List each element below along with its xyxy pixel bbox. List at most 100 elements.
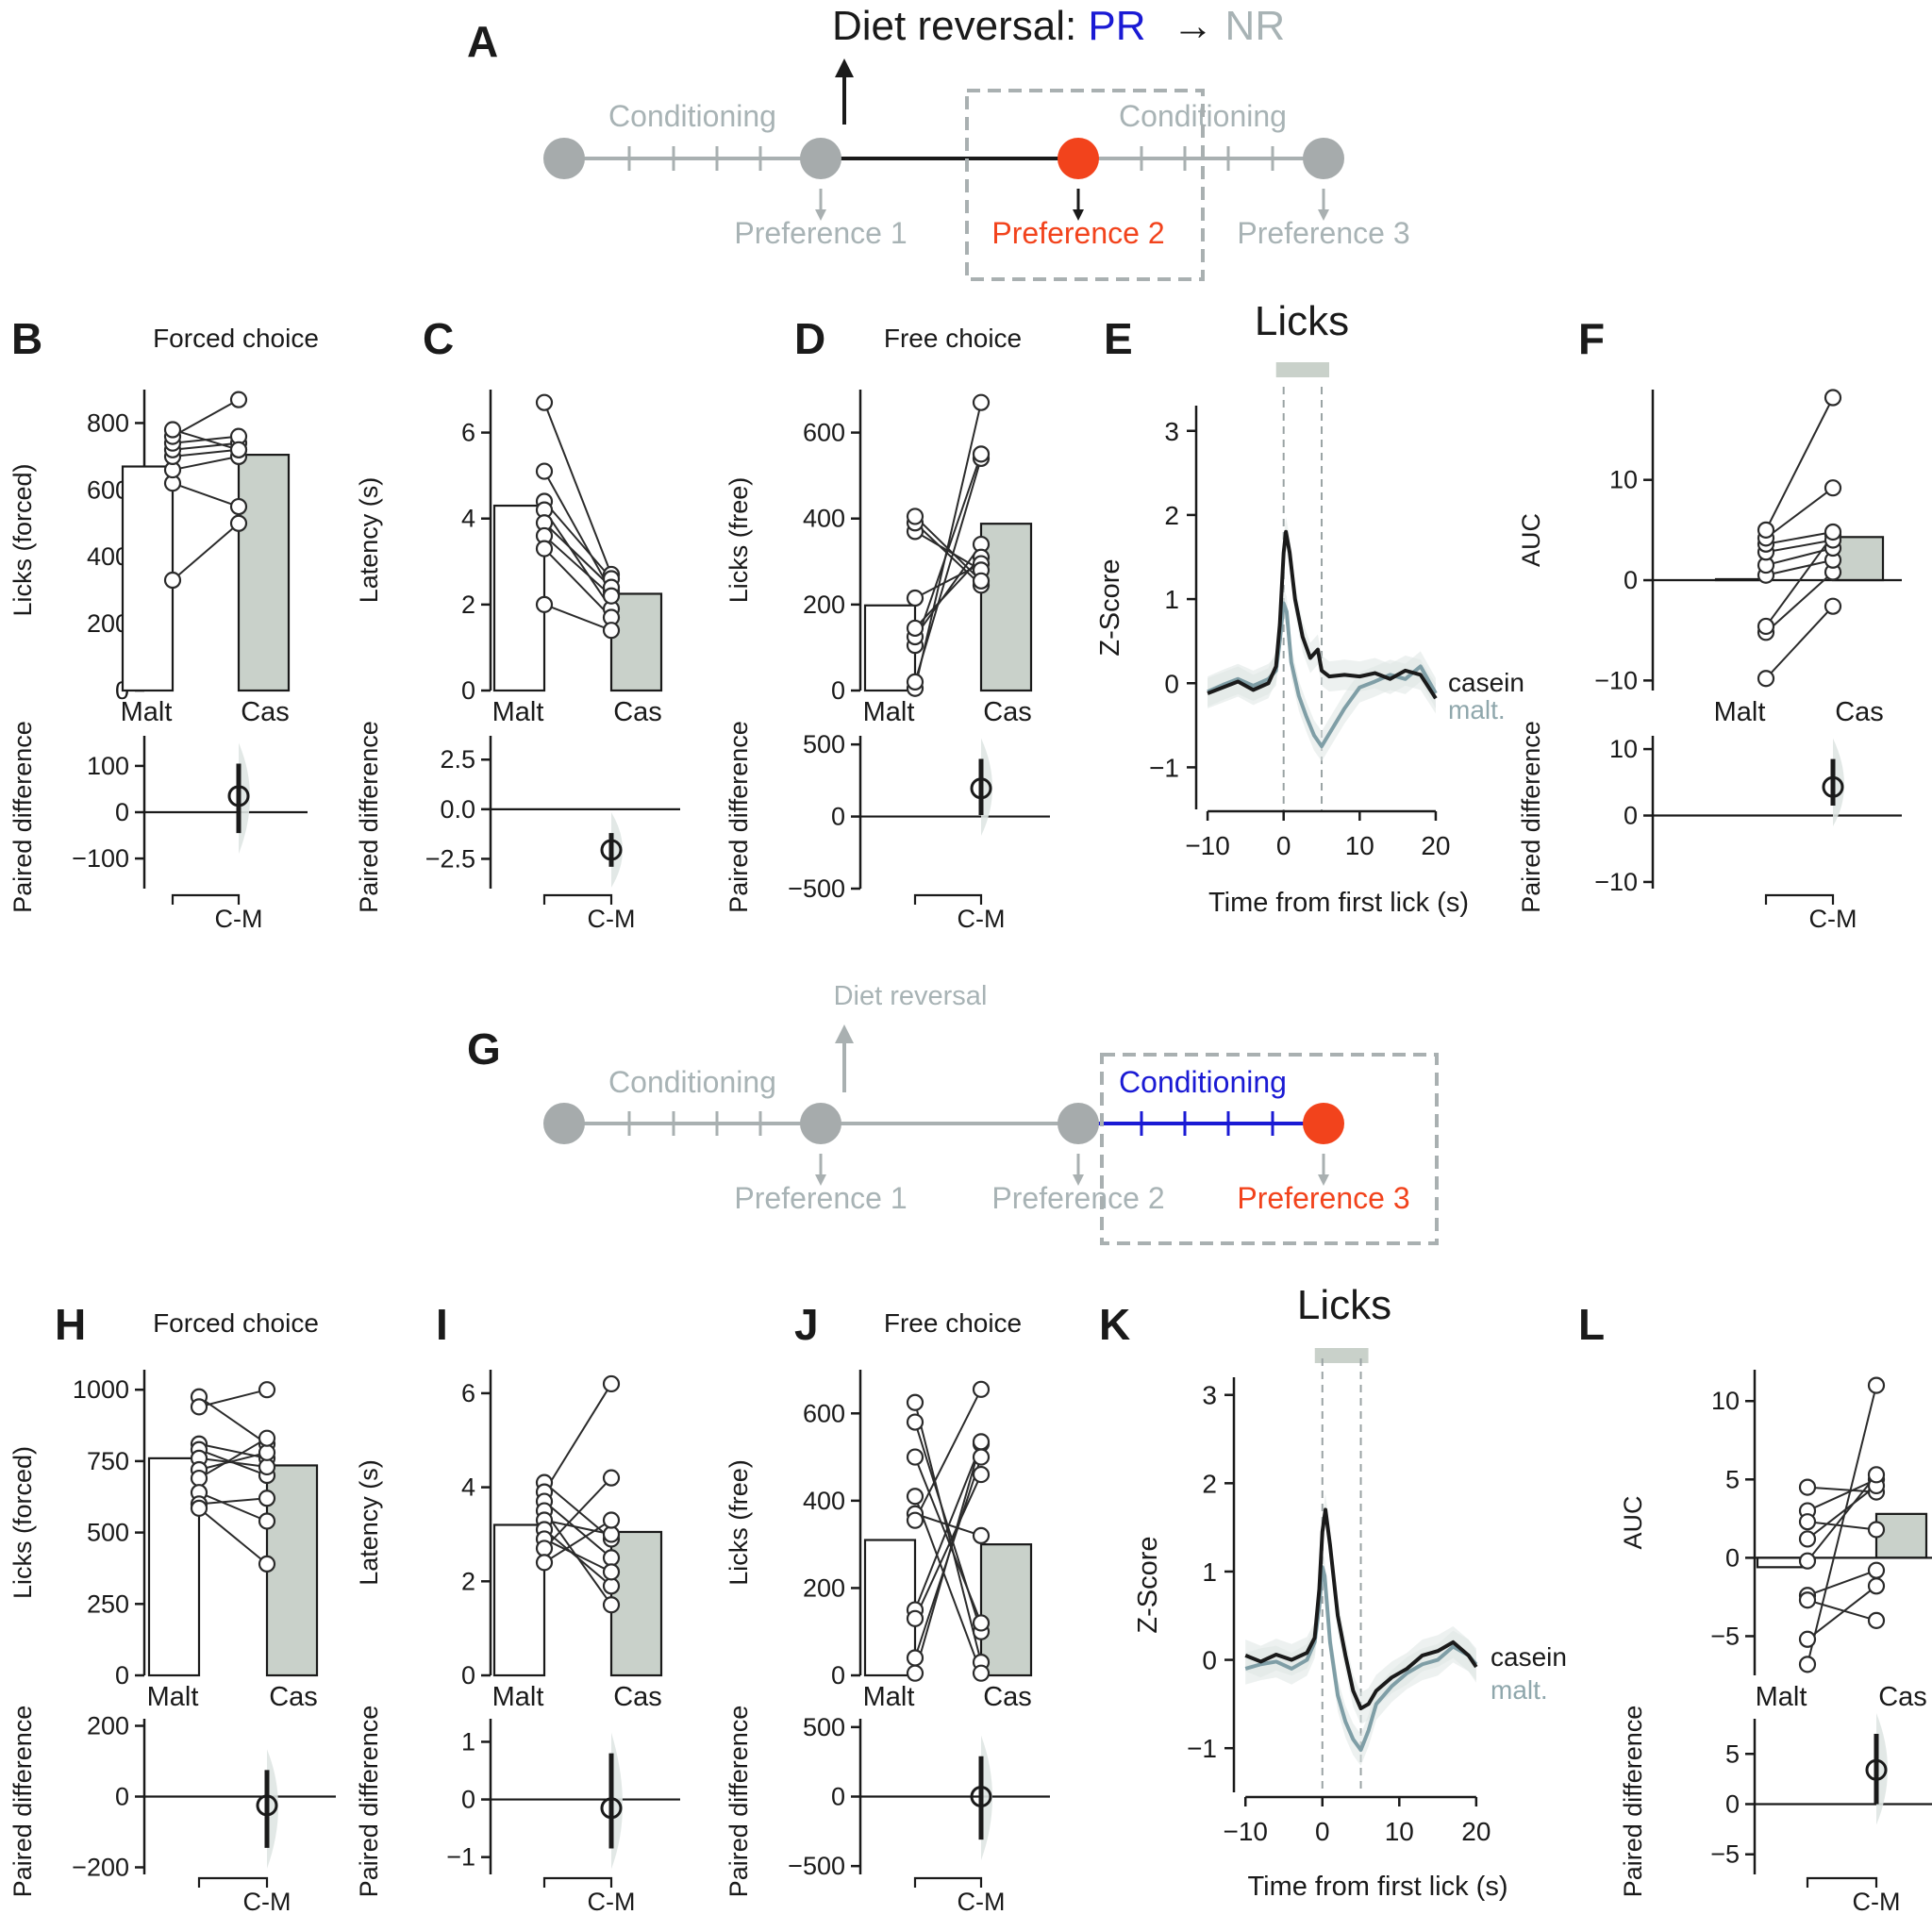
- pair-line: [543, 402, 612, 575]
- diff-y-axis-label: Paired difference: [355, 1706, 383, 1898]
- diff-mean: [970, 1786, 992, 1807]
- panel-letter-f: F: [1578, 314, 1605, 363]
- label-pref2-g: Preference 2: [991, 1181, 1164, 1215]
- point-cas: [602, 1469, 621, 1487]
- y-tick-label: 0: [461, 676, 475, 705]
- pair-line: [1765, 539, 1834, 554]
- point-malt: [906, 1609, 924, 1627]
- diff-x-label: C-M: [958, 1888, 1006, 1916]
- y-tick-label: 400: [803, 1487, 845, 1515]
- diff-y-tick-label: −500: [788, 1852, 845, 1880]
- y-tick-label: 3: [1164, 417, 1179, 446]
- point-malt: [1757, 521, 1775, 539]
- point-malt: [535, 393, 554, 411]
- y-tick-label: 3: [1202, 1381, 1217, 1410]
- label-conditioning-left: Conditioning: [608, 99, 776, 133]
- schematic-a-title: Diet reversal: PR → NR: [832, 3, 1285, 49]
- y-tick-label: 1: [1202, 1557, 1217, 1587]
- sem-band-casein: [1208, 516, 1436, 714]
- point-cas: [602, 1511, 621, 1529]
- point-cas: [1867, 1521, 1886, 1539]
- diff-bracket: [913, 893, 983, 905]
- pair-line: [1765, 558, 1834, 576]
- pair-line: [1765, 487, 1834, 540]
- y-tick-label: 0: [461, 1661, 475, 1690]
- pair-line: [914, 1389, 982, 1522]
- y-tick-label: 5: [1725, 1465, 1740, 1493]
- diff-y-tick-label: 0: [831, 803, 845, 831]
- x-tick-label: 0: [1315, 1817, 1330, 1846]
- tick-marks-g-right: [1140, 1111, 1274, 1136]
- y-tick-label: 200: [803, 1573, 845, 1602]
- bar-cas: [979, 523, 1033, 692]
- x-label-malt: Malt: [863, 697, 915, 727]
- diff-mean: [227, 785, 250, 807]
- trace-malt: [1244, 1565, 1478, 1753]
- title-arrow: →: [1173, 3, 1214, 49]
- diff-bracket: [197, 1876, 269, 1888]
- point-cas: [972, 1614, 991, 1632]
- x-tick-label: 20: [1421, 831, 1450, 860]
- point-cas: [972, 445, 991, 463]
- point-malt: [906, 1664, 924, 1682]
- diff-y-tick-label: 0: [1624, 802, 1638, 830]
- lick-window-bar: [1275, 362, 1330, 377]
- point-cas: [972, 1448, 991, 1466]
- pair-line: [543, 603, 612, 632]
- diff-x-label: C-M: [958, 905, 1006, 933]
- y-tick-label: −1: [1187, 1734, 1217, 1763]
- point-cas: [1867, 1611, 1886, 1629]
- point-cas: [602, 622, 621, 640]
- point-cas: [258, 1429, 276, 1447]
- y-axis-label: Licks (forced): [8, 463, 37, 616]
- diff-distribution: [267, 1749, 278, 1869]
- diff-y-axis-label: Paired difference: [8, 721, 37, 913]
- point-malt: [1798, 1656, 1817, 1673]
- panel-letter-e: E: [1104, 314, 1133, 363]
- paired-difference-l: −5 0 5 Paired difference C-M: [1619, 1706, 1932, 1916]
- diff-y-axis-label: Paired difference: [1517, 721, 1545, 913]
- pair-line: [1765, 397, 1834, 531]
- pair-line: [543, 1519, 612, 1564]
- y-tick-label: 2: [1202, 1469, 1217, 1498]
- point-malt: [535, 595, 554, 613]
- point-malt: [163, 421, 182, 439]
- pair-line: [914, 402, 982, 689]
- x-axis-label: Time from first lick (s): [1247, 1872, 1507, 1902]
- point-cas: [602, 1577, 621, 1595]
- y-axis-label: Licks (free): [724, 477, 753, 604]
- label-conditioning-right-g: Conditioning: [1119, 1065, 1287, 1099]
- panel-title: Licks: [1255, 298, 1349, 344]
- y-tick-label: 2: [461, 591, 475, 619]
- panel-title: Forced choice: [153, 1308, 319, 1338]
- pair-line: [1807, 1569, 1877, 1597]
- point-cas: [229, 441, 248, 458]
- diff-bracket: [542, 893, 613, 905]
- pair-line: [914, 515, 982, 582]
- point-cas: [602, 1374, 621, 1393]
- legend-malt: malt.: [1491, 1675, 1548, 1705]
- diff-y-tick-label: 0: [115, 798, 129, 826]
- y-tick-label: 6: [461, 419, 475, 447]
- diff-mean: [600, 839, 623, 861]
- node-start-g: [543, 1103, 585, 1144]
- pair-line: [198, 1451, 268, 1471]
- pair-line: [543, 1528, 612, 1588]
- bar-cas: [265, 1464, 319, 1677]
- title-nr: NR: [1225, 3, 1286, 49]
- point-malt: [1757, 670, 1775, 688]
- x-tick-label: 20: [1461, 1817, 1491, 1846]
- pair-line: [543, 535, 612, 597]
- bar-malt: [863, 604, 917, 692]
- diff-bracket: [913, 1876, 983, 1888]
- pair-line: [1807, 1486, 1877, 1493]
- point-malt: [906, 1511, 924, 1529]
- paired-difference-h: −200 0 200 Paired difference C-M: [8, 1706, 336, 1916]
- pair-line: [543, 509, 612, 609]
- tick-marks-g-left: [627, 1111, 762, 1136]
- up-arrow-head: [835, 58, 854, 77]
- y-tick-label: 0: [1725, 1543, 1740, 1572]
- x-label-malt: Malt: [1714, 697, 1766, 727]
- x-tick-label: 10: [1385, 1817, 1414, 1846]
